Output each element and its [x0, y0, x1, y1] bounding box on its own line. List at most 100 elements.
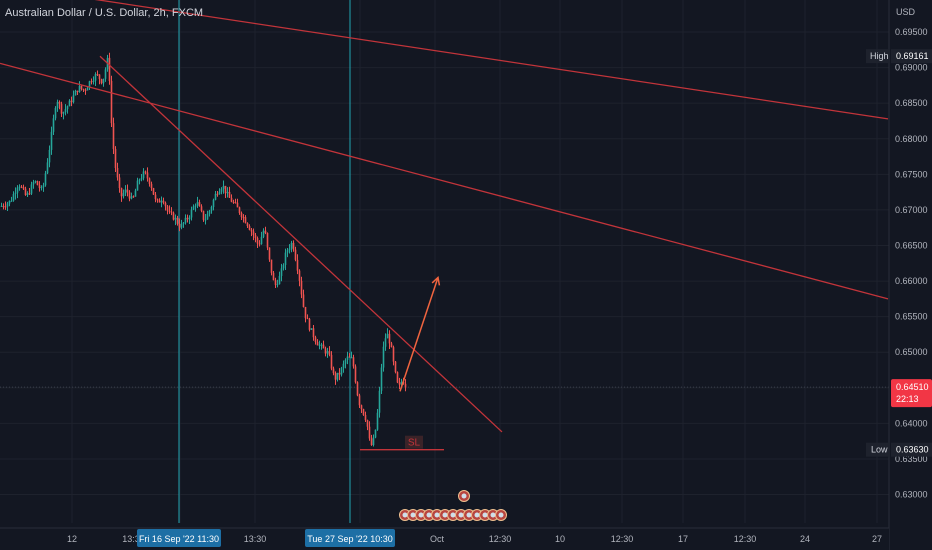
candle-body	[390, 343, 393, 348]
price-axis-tick: 0.64000	[895, 418, 928, 428]
candle-body	[146, 172, 149, 179]
projection-arrow-head	[431, 276, 441, 286]
candle-body	[302, 294, 305, 307]
candle-body	[98, 74, 101, 80]
price-axis-tick: 0.69500	[895, 27, 928, 37]
candle-body	[164, 202, 167, 207]
candle-body	[348, 356, 351, 358]
candle-body	[56, 101, 59, 109]
candle-body	[258, 243, 261, 245]
candle-body	[188, 217, 191, 220]
economic-event-icon-inner	[426, 512, 432, 518]
time-axis-tick: 24	[800, 534, 810, 544]
candle-body	[270, 259, 273, 273]
candle-body	[184, 217, 187, 223]
candle-body	[396, 372, 399, 383]
candle-body	[388, 333, 391, 344]
candle-body	[208, 210, 211, 214]
time-marker-label-bg	[137, 529, 221, 547]
candle-body	[8, 200, 11, 204]
candle-body	[260, 236, 263, 245]
candle-body	[276, 284, 279, 286]
candle-body	[20, 186, 23, 188]
candle-body	[6, 203, 9, 207]
candle-body	[196, 202, 199, 206]
candle-body	[268, 247, 271, 260]
candle-body	[274, 280, 277, 285]
candle-body	[308, 318, 311, 330]
candle-body	[386, 333, 389, 339]
candle-body	[310, 328, 313, 330]
candle-body	[404, 383, 407, 388]
candle-body	[62, 112, 65, 114]
economic-event-icon-inner	[466, 512, 472, 518]
candle-body	[14, 192, 17, 195]
candle-body	[382, 346, 385, 368]
time-axis-tick: 17	[678, 534, 688, 544]
candle-body	[352, 357, 355, 367]
price-axis-tick: 0.66500	[895, 240, 928, 250]
candle-body	[112, 123, 115, 149]
candle-body	[230, 197, 233, 202]
economic-event-icon-inner	[482, 512, 488, 518]
candle-body	[362, 409, 365, 415]
price-axis-tick: 0.69000	[895, 63, 928, 73]
candle-body	[24, 188, 27, 196]
candle-body	[120, 188, 123, 197]
candle-body	[378, 390, 381, 413]
price-axis-background	[889, 0, 932, 550]
candle-body	[318, 344, 321, 346]
candle-body	[212, 199, 215, 207]
candle-body	[64, 109, 67, 113]
candle-body	[320, 344, 323, 346]
candle-body	[116, 167, 119, 178]
economic-event-icon-inner	[442, 512, 448, 518]
economic-event-icon-inner	[410, 512, 416, 518]
candle-body	[202, 210, 205, 220]
candle-body	[38, 185, 41, 188]
candle-body	[286, 250, 289, 253]
time-marker-label: Fri 16 Sep '22 11:30	[139, 534, 219, 544]
candle-body	[328, 351, 331, 355]
stop-loss-label: SL	[408, 438, 421, 449]
candle-body	[2, 205, 5, 207]
candle-body	[140, 178, 143, 180]
time-axis-tick: 27	[872, 534, 882, 544]
economic-event-icon-inner	[490, 512, 496, 518]
time-axis-tick: 10	[555, 534, 565, 544]
candle-body	[40, 187, 43, 189]
candle-body	[306, 318, 309, 320]
candle-body	[288, 248, 291, 251]
candle-body	[174, 217, 177, 220]
price-axis-currency: USD	[896, 7, 916, 17]
candle-body	[50, 131, 53, 150]
candle-body	[354, 366, 357, 383]
candle-body	[242, 217, 245, 219]
symbol-legend[interactable]: Australian Dollar / U.S. Dollar, 2h, FXC…	[5, 7, 204, 19]
candle-body	[316, 341, 319, 346]
candle-body	[360, 405, 363, 410]
candle-body	[96, 74, 99, 76]
candle-body	[82, 88, 85, 90]
candle-body	[162, 200, 165, 203]
candle-body	[296, 259, 299, 271]
candle-body	[58, 101, 61, 104]
candle-body	[324, 348, 327, 354]
candle-body	[280, 268, 283, 276]
price-axis-tick: 0.67000	[895, 205, 928, 215]
candle-body	[10, 200, 13, 202]
time-axis-tick: 12:30	[489, 534, 512, 544]
candle-body	[218, 191, 221, 195]
candle-body	[234, 202, 237, 204]
price-axis-tick: 0.68500	[895, 98, 928, 108]
candle-body	[94, 74, 97, 81]
candle-body	[32, 182, 35, 185]
candle-body	[346, 356, 349, 360]
candle-body	[136, 180, 139, 191]
candle-body	[90, 81, 93, 83]
candle-body	[88, 81, 91, 88]
candle-body	[292, 242, 295, 250]
candle-body	[330, 354, 333, 369]
